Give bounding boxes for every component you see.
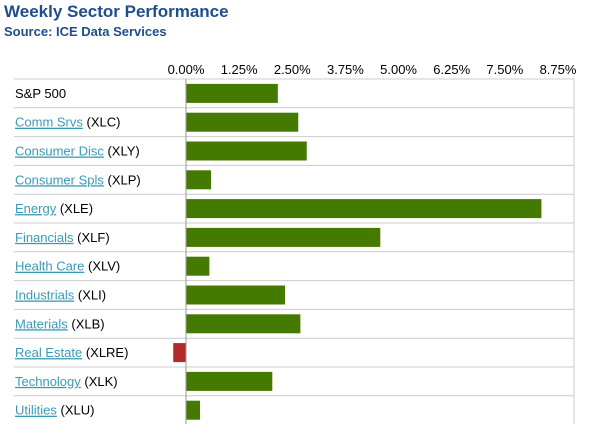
category-label: S&P 500: [15, 86, 66, 101]
sector-name: Comm Srvs: [15, 115, 83, 130]
category-label[interactable]: Consumer Spls (XLP): [15, 172, 141, 187]
sector-ticker: (XLE): [56, 201, 93, 216]
sector-ticker: (XLF): [74, 230, 110, 245]
sector-name: Energy: [15, 201, 57, 216]
bar: [186, 112, 299, 132]
category-label[interactable]: Utilities (XLU): [15, 403, 94, 418]
x-tick-label: 6.25%: [433, 62, 470, 77]
sector-name: Consumer Spls: [15, 172, 104, 187]
x-tick-label: 5.00%: [380, 62, 417, 77]
bar: [186, 314, 301, 334]
sector-name: S&P 500: [15, 86, 66, 101]
sector-name: Real Estate: [15, 345, 82, 360]
x-tick-label: 2.50%: [274, 62, 311, 77]
bar: [186, 400, 201, 420]
sector-ticker: (XLI): [74, 288, 106, 303]
category-label[interactable]: Consumer Disc (XLY): [15, 144, 140, 159]
bar: [173, 343, 186, 363]
x-tick-label: 7.50%: [486, 62, 523, 77]
x-tick-label: 3.75%: [327, 62, 364, 77]
bar: [186, 170, 212, 190]
sector-name: Utilities: [15, 403, 57, 418]
chart-title: Weekly Sector Performance: [4, 2, 229, 21]
category-label[interactable]: Health Care (XLV): [15, 259, 120, 274]
sector-ticker: (XLC): [83, 115, 121, 130]
category-label[interactable]: Comm Srvs (XLC): [15, 115, 120, 130]
sector-ticker: (XLRE): [82, 345, 128, 360]
category-label[interactable]: Technology (XLK): [15, 374, 118, 389]
sector-name: Health Care: [15, 259, 84, 274]
category-label[interactable]: Materials (XLB): [15, 316, 105, 331]
category-label[interactable]: Real Estate (XLRE): [15, 345, 128, 360]
sector-name: Financials: [15, 230, 74, 245]
sector-name: Industrials: [15, 288, 75, 303]
sector-ticker: (XLY): [104, 144, 140, 159]
sector-ticker: (XLV): [84, 259, 120, 274]
x-tick-label: 1.25%: [221, 62, 258, 77]
category-label[interactable]: Energy (XLE): [15, 201, 93, 216]
bar: [186, 256, 210, 276]
chart-subtitle: Source: ICE Data Services: [4, 24, 167, 39]
sector-name: Consumer Disc: [15, 144, 104, 159]
sector-name: Technology: [15, 374, 81, 389]
bar: [186, 371, 273, 391]
bar: [186, 199, 542, 219]
sector-ticker: (XLU): [57, 403, 95, 418]
sector-ticker: (XLB): [68, 316, 105, 331]
category-label[interactable]: Industrials (XLI): [15, 288, 106, 303]
sector-ticker: (XLK): [81, 374, 118, 389]
sector-name: Materials: [15, 316, 68, 331]
sector-ticker: (XLP): [104, 172, 141, 187]
bar: [186, 141, 307, 161]
bar: [186, 227, 381, 247]
x-tick-label: 8.75%: [540, 62, 577, 77]
bar: [186, 285, 286, 305]
category-label[interactable]: Financials (XLF): [15, 230, 110, 245]
bar: [186, 83, 278, 103]
x-tick-label: 0.00%: [168, 62, 205, 77]
